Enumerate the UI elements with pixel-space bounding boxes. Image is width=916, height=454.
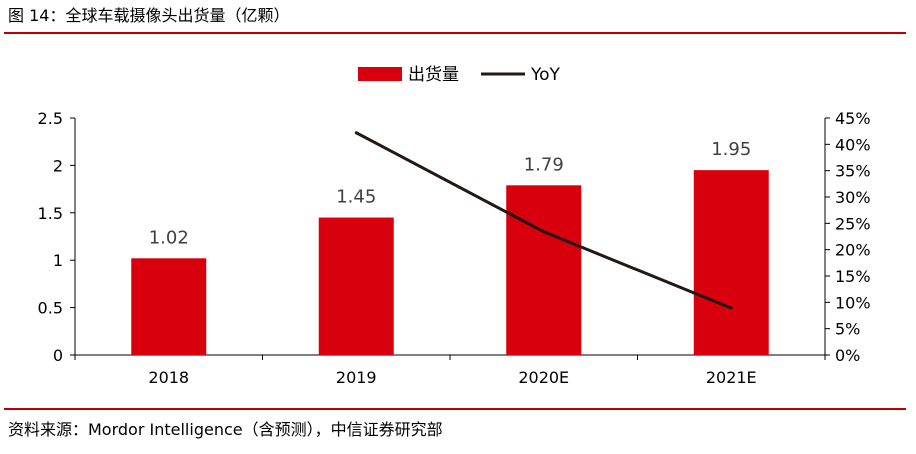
source-divider [4,408,906,410]
bar-shipments [131,258,207,355]
y-left-tick-label: 2.5 [38,109,63,128]
bar-shipments [318,217,394,355]
bar-series [131,170,769,355]
bar-shipments [506,185,582,355]
x-tick-label: 2021E [706,368,757,387]
bar-data-label: 1.95 [711,139,751,160]
legend-label-shipments: 出货量 [408,65,459,85]
y-right-tick-label: 0% [835,346,860,365]
bar-data-label: 1.02 [149,227,189,248]
y-right-tick-label: 45% [835,109,871,128]
y-left-tick-label: 1.5 [38,204,63,223]
bar-data-label: 1.79 [524,154,564,175]
source-note: 资料来源：Mordor Intelligence（含预测），中信证券研究部 [8,420,443,439]
x-tick-label: 2019 [336,368,377,387]
y-right-tick-label: 25% [835,214,871,233]
chart-legend: 出货量 YoY [358,65,561,85]
y-left-tick-label: 0.5 [38,299,63,318]
y-right-tick-label: 30% [835,188,871,207]
title-divider [4,32,906,34]
y-right-tick-label: 20% [835,241,871,260]
y-right-tick-label: 40% [835,135,871,154]
yoy-point [542,230,546,234]
y-right-tick-label: 35% [835,162,871,181]
y-left-tick-label: 1 [53,251,63,270]
bar-shipments [693,170,769,355]
legend-swatch-shipments [358,67,402,81]
legend-label-yoy: YoY [530,65,561,85]
yoy-point [729,306,733,310]
data-labels: 1.02 1.45 1.79 1.95 [149,139,752,248]
yoy-line-series [354,131,733,310]
x-tick-label: 2020E [518,368,569,387]
x-tick-label: 2018 [148,368,189,387]
bar-data-label: 1.45 [336,187,376,208]
y-left-tick-label: 2 [53,156,63,175]
y-left-tick-label: 0 [53,346,63,365]
y-right-tick-label: 5% [835,320,860,339]
figure-title: 图 14：全球车载摄像头出货量（亿颗） [8,6,290,25]
y-right-tick-label: 15% [835,267,871,286]
y-right-tick-label: 10% [835,293,871,312]
yoy-point [354,131,358,135]
